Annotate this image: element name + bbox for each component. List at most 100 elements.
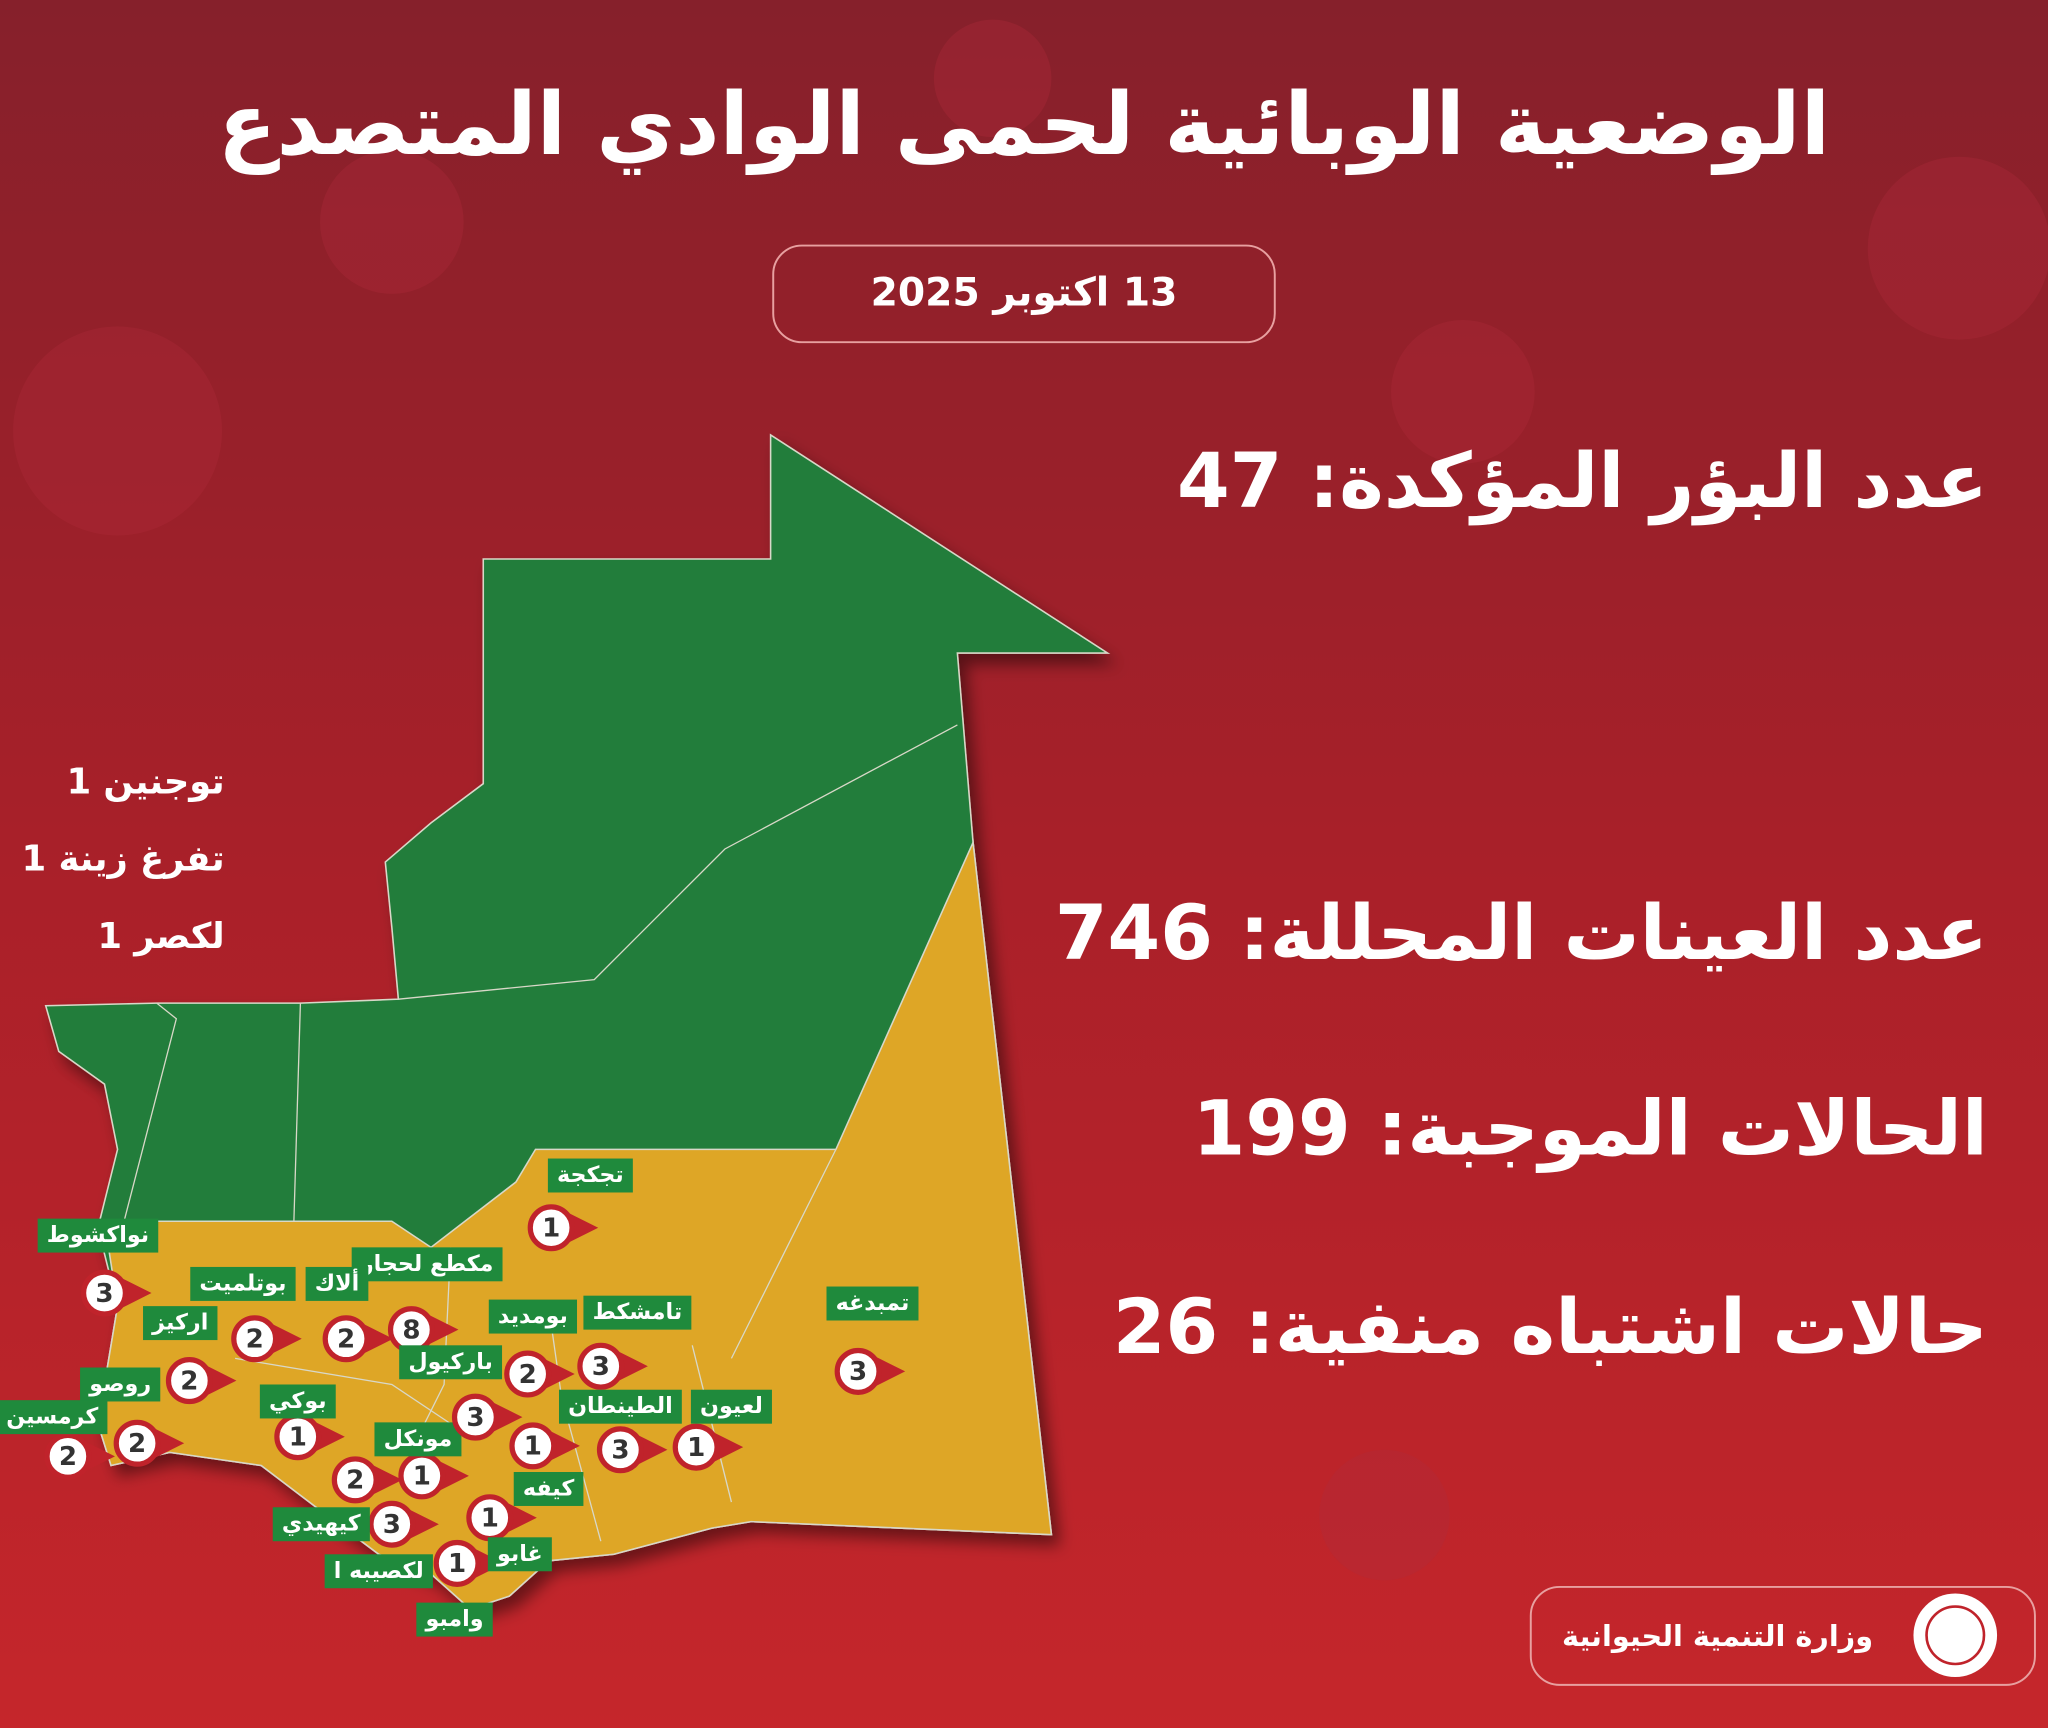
footer-pill <box>1529 1585 2036 1686</box>
label-box <box>547 1158 633 1193</box>
location-label: باركيول <box>408 1349 493 1375</box>
marker-circle <box>368 1500 416 1548</box>
label-box <box>558 1389 682 1424</box>
marker-count: 3 <box>466 1403 484 1433</box>
marker-circle <box>113 1419 161 1467</box>
location-label: روصو <box>88 1371 151 1397</box>
location-label: اركيز <box>151 1310 208 1336</box>
location-label: لكصيبه ا <box>334 1558 424 1584</box>
stat-value: 746 <box>1055 889 1213 977</box>
marker-circle <box>577 1342 625 1390</box>
stat: الحالات الموجبة: 199 <box>1193 1085 1988 1174</box>
stat-value: 26 <box>1113 1283 1218 1371</box>
label-box <box>143 1306 218 1341</box>
marker-count: 3 <box>849 1357 867 1387</box>
location-label: غابو <box>496 1541 543 1567</box>
marker-count: 1 <box>448 1549 466 1579</box>
stat: عدد البؤر المؤكدة: 47 <box>1177 437 1988 526</box>
location-label: كيهيدي <box>282 1511 361 1537</box>
location-label: مكطع لحجار <box>360 1251 494 1277</box>
marker-circle <box>80 1269 128 1317</box>
internal-borders <box>123 724 958 1542</box>
location-label: مونكل <box>384 1426 453 1452</box>
label-box <box>583 1295 692 1330</box>
marker-count: 1 <box>542 1214 560 1244</box>
label-box <box>272 1507 370 1542</box>
marker-circle <box>165 1357 213 1405</box>
marker-count: 8 <box>402 1315 420 1345</box>
location-label: تجكجة <box>557 1162 624 1188</box>
label-box <box>416 1602 493 1637</box>
marker-circle <box>231 1315 279 1363</box>
label-box <box>488 1299 578 1334</box>
location-label: بوتلميت <box>199 1270 286 1296</box>
marker-circle <box>44 1432 92 1480</box>
stat: حالات اشتباه منفية: 26 <box>1113 1283 1988 1371</box>
emblem-ring <box>1925 1605 1986 1666</box>
stat-value: 47 <box>1177 437 1282 525</box>
label-box <box>399 1345 503 1380</box>
marker-count: 1 <box>524 1432 542 1462</box>
location-label: ألاك <box>315 1267 359 1296</box>
stat-label: حالات اشتباه منفية: <box>1245 1283 1988 1371</box>
marker-count: 2 <box>128 1429 146 1459</box>
location-label: بومديد <box>498 1303 568 1329</box>
marker-circle <box>596 1426 644 1474</box>
footer-text: وزارة التنمية الحيوانية <box>1562 1619 1873 1653</box>
stat-value: 199 <box>1193 1085 1351 1173</box>
location-label: كيفه <box>523 1475 574 1501</box>
stat-label: الحالات الموجبة: <box>1377 1085 1988 1174</box>
marker-count: 1 <box>289 1423 307 1453</box>
location-label: تمبدغه <box>836 1290 910 1316</box>
location-label: تامشكط <box>593 1299 683 1325</box>
label-box <box>351 1247 503 1282</box>
stat: عدد العينات المحللة: 746 <box>1055 889 1988 977</box>
label-box <box>513 1472 584 1506</box>
date: 13 اكتوبر 2025 <box>871 271 1178 316</box>
markers: 1 تجكجة 3 نواكشوط 8 مكطع لحجار 2 ألاك 2 بوتلميت 2 ا… <box>0 1158 919 1637</box>
side-list-item: لكصر 1 <box>97 916 224 957</box>
marker-count: 2 <box>180 1366 198 1396</box>
label-box <box>324 1554 433 1589</box>
marker-count: 1 <box>413 1462 431 1492</box>
marker-count: 2 <box>337 1325 355 1355</box>
location-label: نواكشوط <box>47 1222 149 1248</box>
location-label: وامبو <box>424 1606 483 1632</box>
label-box <box>305 1266 369 1301</box>
marker-circle <box>451 1393 499 1441</box>
marker-count: 2 <box>519 1360 537 1390</box>
marker-count: 3 <box>95 1279 113 1309</box>
marker-circle <box>672 1423 720 1471</box>
location-label: كرمسين <box>6 1404 98 1430</box>
stat-label: عدد البؤر المؤكدة: <box>1309 437 1988 526</box>
marker-circle <box>834 1347 882 1395</box>
marker-count: 1 <box>481 1504 499 1534</box>
marker-circle <box>527 1204 575 1252</box>
label-box <box>374 1422 462 1457</box>
side-list-item: تفرغ زينة 1 <box>22 839 225 880</box>
label-box <box>259 1384 336 1419</box>
virus-decoration <box>13 19 2048 1581</box>
side-list-item: توجنين 1 <box>67 762 225 803</box>
location-label: الطينطان <box>568 1393 673 1419</box>
marker-count: 2 <box>246 1325 264 1355</box>
marker-circle <box>331 1456 379 1504</box>
marker-circle <box>504 1350 552 1398</box>
label-box <box>37 1218 159 1253</box>
label-box <box>0 1400 108 1435</box>
location-label: بوكي <box>269 1388 327 1414</box>
label-box <box>190 1266 296 1301</box>
stat-label: عدد العينات المحللة: <box>1239 889 1988 977</box>
marker-count: 2 <box>59 1442 77 1472</box>
title: الوضعية الوبائية لحمى الوادي المتصدع <box>218 75 1830 175</box>
marker-count: 3 <box>592 1352 610 1382</box>
marker-count: 3 <box>611 1436 629 1466</box>
label-box <box>826 1286 919 1321</box>
label-box <box>487 1537 552 1572</box>
marker-count: 3 <box>383 1510 401 1540</box>
marker-circle <box>322 1315 370 1363</box>
marker-circle <box>433 1539 481 1587</box>
location-label: لعيون <box>700 1393 763 1419</box>
date-pill <box>772 244 1276 344</box>
